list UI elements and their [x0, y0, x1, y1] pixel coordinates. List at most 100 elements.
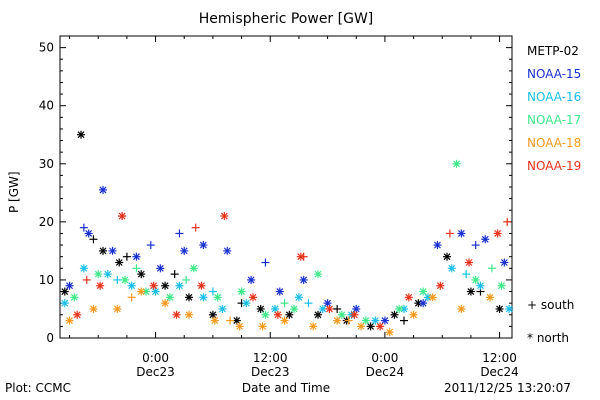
x-tick-label-date: Dec23 [136, 365, 175, 379]
north-point-noaa-16 [175, 281, 184, 290]
north-point-noaa-17 [120, 275, 129, 284]
north-point-noaa-16 [127, 281, 136, 290]
legend-entry-noaa-18: NOAA-18 [527, 136, 582, 150]
north-point-noaa-18 [89, 304, 98, 313]
north-point-noaa-15 [457, 229, 466, 238]
north-point-noaa-17 [497, 281, 506, 290]
north-point-noaa-15 [323, 299, 332, 308]
north-point-noaa-19 [197, 281, 206, 290]
north-point-noaa-17 [237, 287, 246, 296]
south-point-noaa-16 [462, 270, 471, 279]
north-point-noaa-15 [84, 229, 93, 238]
north-point-noaa-19 [325, 304, 334, 313]
north-point-noaa-17 [337, 310, 346, 319]
north-point-noaa-15 [481, 235, 490, 244]
south-point-noaa-18 [344, 316, 353, 325]
north-point-noaa-18 [258, 322, 267, 331]
north-point-noaa-18 [333, 316, 342, 325]
south-point-noaa-19 [82, 275, 91, 284]
north-point-noaa-18 [185, 310, 194, 319]
north-point-metp-02 [366, 322, 375, 331]
north-point-noaa-15 [108, 246, 117, 255]
legend-marker-north: * north [527, 331, 569, 345]
south-point-metp-02 [170, 270, 179, 279]
x-axis-label: Date and Time [241, 381, 331, 395]
north-point-noaa-16 [271, 304, 280, 313]
south-point-metp-02 [333, 304, 342, 313]
north-point-noaa-15 [156, 264, 165, 273]
north-point-noaa-15 [275, 287, 284, 296]
north-point-noaa-15 [199, 241, 208, 250]
north-point-noaa-15 [99, 185, 108, 194]
south-point-noaa-16 [304, 299, 313, 308]
south-point-noaa-19 [191, 223, 200, 232]
north-point-noaa-17 [419, 287, 428, 296]
south-point-metp-02 [122, 252, 131, 261]
north-point-noaa-16 [199, 293, 208, 302]
north-point-noaa-19 [404, 293, 413, 302]
north-point-noaa-17 [361, 316, 370, 325]
plot-frame [59, 35, 513, 339]
north-point-noaa-15 [223, 246, 232, 255]
legend-entry-noaa-15: NOAA-15 [527, 67, 582, 81]
north-point-metp-02 [77, 130, 86, 139]
north-point-noaa-16 [60, 299, 69, 308]
timestamp: 2011/12/25 13:20:07 [444, 381, 571, 395]
north-point-noaa-17 [290, 304, 299, 313]
north-point-noaa-18 [486, 293, 495, 302]
north-point-metp-02 [232, 316, 241, 325]
north-point-noaa-15 [380, 316, 389, 325]
legend-entry-noaa-16: NOAA-16 [527, 90, 582, 104]
north-point-metp-02 [115, 258, 124, 267]
north-point-noaa-17 [471, 275, 480, 284]
x-tick-label-time: 12:00 [482, 351, 517, 365]
north-point-noaa-19 [220, 212, 229, 221]
y-axis: 0 10 20 30 40 50 [39, 35, 512, 345]
north-point-noaa-16 [79, 264, 88, 273]
north-point-noaa-16 [371, 316, 380, 325]
north-point-noaa-18 [210, 316, 219, 325]
south-point-noaa-17 [182, 275, 191, 284]
north-point-noaa-16 [151, 287, 160, 296]
y-axis-label: P [GW] [7, 171, 21, 213]
north-point-noaa-18 [409, 310, 418, 319]
x-tick-label-time: 12:00 [253, 351, 288, 365]
north-point-noaa-15 [65, 281, 74, 290]
north-point-noaa-18 [235, 322, 244, 331]
south-point-noaa-15 [471, 241, 480, 250]
south-point-noaa-16 [208, 287, 217, 296]
north-point-noaa-19 [376, 322, 385, 331]
north-point-noaa-15 [180, 246, 189, 255]
south-point-noaa-15 [146, 241, 155, 250]
north-point-metp-02 [185, 293, 194, 302]
south-point-noaa-15 [175, 229, 184, 238]
north-point-noaa-16 [505, 304, 514, 313]
legend-entry-noaa-19: NOAA-19 [527, 159, 582, 173]
north-point-noaa-15 [419, 299, 428, 308]
north-point-noaa-18 [280, 316, 289, 325]
north-point-noaa-18 [65, 316, 74, 325]
x-tick-label-date: Dec23 [251, 365, 290, 379]
north-point-noaa-18 [161, 299, 170, 308]
north-point-noaa-19 [118, 212, 127, 221]
north-point-noaa-18 [385, 328, 394, 337]
south-point-noaa-17 [132, 264, 141, 273]
north-point-noaa-17 [213, 293, 222, 302]
north-point-noaa-18 [457, 304, 466, 313]
north-point-metp-02 [390, 310, 399, 319]
north-point-noaa-19 [273, 310, 282, 319]
south-point-noaa-15 [261, 258, 270, 267]
north-point-noaa-18 [428, 293, 437, 302]
south-point-noaa-19 [503, 217, 512, 226]
south-point-noaa-19 [445, 229, 454, 238]
x-tick-label-date: Dec24 [480, 365, 519, 379]
north-point-noaa-19 [436, 281, 445, 290]
south-point-noaa-15 [79, 223, 88, 232]
north-point-noaa-17 [452, 159, 461, 168]
north-point-noaa-18 [113, 304, 122, 313]
x-tick-label-time: 0:00 [371, 351, 398, 365]
north-point-noaa-19 [493, 229, 502, 238]
north-point-noaa-15 [500, 258, 509, 267]
y-tick-label: 50 [39, 41, 54, 55]
